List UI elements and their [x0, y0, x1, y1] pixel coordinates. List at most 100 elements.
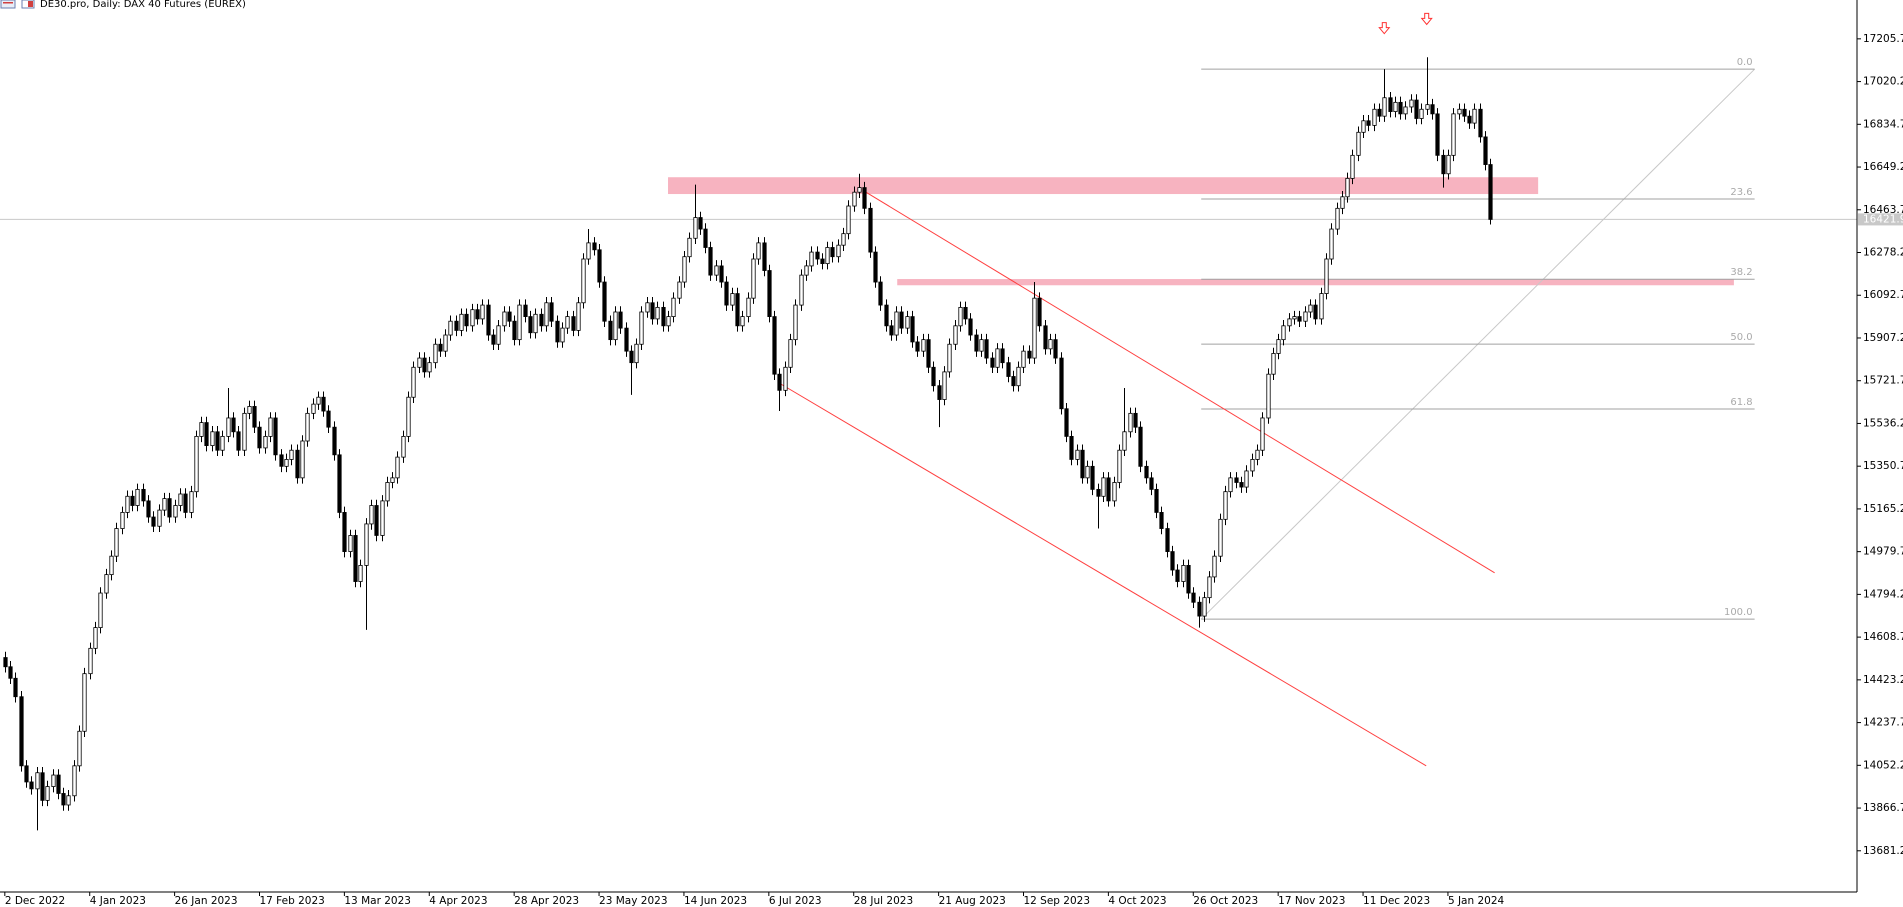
candle-body: [947, 343, 952, 373]
candle-body: [311, 403, 316, 414]
candle-body: [263, 435, 268, 449]
y-tick-label: 13681.2: [1863, 845, 1903, 857]
candle-body: [220, 435, 225, 451]
candle-body: [1212, 555, 1217, 578]
candle-body: [1398, 101, 1403, 115]
candle-body: [385, 482, 390, 502]
candle-body: [316, 396, 321, 405]
candle-body: [910, 316, 915, 343]
signal-arrow: [1378, 22, 1391, 35]
x-tick-label: 4 Apr 2023: [429, 895, 487, 907]
candle-body: [560, 327, 565, 343]
candle-body: [204, 422, 209, 447]
candle-body: [98, 592, 103, 629]
candle-body: [215, 431, 220, 451]
x-tick-label: 17 Feb 2023: [259, 895, 324, 907]
candle-body: [427, 362, 432, 373]
candle-body: [1144, 465, 1149, 479]
candle-body: [979, 339, 984, 352]
candle-body: [868, 207, 873, 253]
candle-body: [1234, 477, 1239, 483]
candle-body: [1329, 228, 1334, 260]
candle-body: [56, 774, 61, 794]
candle-body: [1393, 101, 1398, 112]
candle-body: [735, 293, 740, 327]
candle-body: [13, 677, 18, 698]
candle-body: [61, 793, 66, 806]
candle-body: [1340, 196, 1345, 209]
candle-body: [130, 495, 135, 506]
y-tick-label: 17020.2: [1863, 76, 1903, 88]
candle-body: [507, 311, 512, 322]
x-tick-label: 5 Jan 2024: [1448, 895, 1505, 907]
candle-body: [645, 302, 650, 313]
candle-body: [1059, 357, 1064, 410]
candle-body: [395, 456, 400, 479]
candle-body: [820, 258, 825, 265]
candle-body: [475, 309, 480, 320]
candle-body: [1478, 108, 1483, 138]
candle-body: [512, 320, 517, 341]
candle-body: [1467, 115, 1472, 124]
candle-body: [1409, 99, 1414, 108]
candle-body: [825, 247, 830, 265]
candle-body: [1032, 297, 1037, 359]
x-tick-label: 21 Aug 2023: [939, 895, 1006, 907]
candle-body: [173, 505, 178, 518]
candle-body: [639, 311, 644, 345]
candle-body: [958, 306, 963, 327]
y-tick-label: 14608.7: [1863, 631, 1903, 643]
candle-body: [671, 297, 676, 318]
candle-body: [342, 512, 347, 552]
candle-body: [1271, 353, 1276, 375]
candle-body: [226, 417, 231, 437]
candle-body: [247, 406, 252, 414]
y-tick-label: 14237.7: [1863, 717, 1903, 729]
candle-body: [242, 412, 247, 451]
candle-body: [899, 311, 904, 329]
x-tick-label: 26 Oct 2023: [1193, 895, 1258, 907]
candle-body: [1175, 569, 1180, 582]
candle-body: [788, 339, 793, 368]
candle-body: [1170, 551, 1175, 571]
candle-body: [1037, 297, 1042, 327]
y-tick-label: 14794.2: [1863, 588, 1903, 600]
candle-body: [533, 313, 538, 334]
candle-body: [1297, 316, 1302, 322]
candle-body: [40, 772, 45, 801]
x-tick-label: 13 Mar 2023: [344, 895, 411, 907]
candle-body: [1430, 104, 1435, 115]
candle-body: [496, 325, 501, 345]
y-tick-label: 14423.2: [1863, 674, 1903, 686]
candle-body: [1382, 97, 1387, 117]
y-tick-label: 16834.7: [1863, 118, 1903, 130]
candle-body: [884, 304, 889, 327]
y-tick-label: 16092.7: [1863, 289, 1903, 301]
candle-body: [740, 316, 745, 327]
candle-body: [279, 454, 284, 467]
candle-body: [135, 488, 140, 506]
candle-body: [178, 493, 183, 506]
candle-body: [661, 306, 666, 327]
candle-body: [772, 316, 777, 375]
candle-body: [443, 334, 448, 352]
fib-level-label: 23.6: [1730, 187, 1752, 198]
candle-body: [1250, 459, 1255, 472]
y-tick-label: 16463.7: [1863, 204, 1903, 216]
candle-body: [199, 422, 204, 437]
candle-body: [963, 306, 968, 320]
x-tick-label: 4 Oct 2023: [1108, 895, 1166, 907]
candle-body: [926, 339, 931, 368]
candle-body: [358, 565, 363, 582]
candle-body: [1419, 108, 1424, 119]
candle-body: [1191, 592, 1196, 603]
current-price-box: [1858, 213, 1903, 226]
candle-body: [1122, 431, 1127, 451]
candle-body: [51, 774, 56, 787]
candle-body: [406, 396, 411, 437]
candle-body: [231, 417, 236, 433]
candle-body: [337, 454, 342, 513]
candle-body: [146, 500, 151, 518]
candle-body: [332, 426, 337, 456]
candle-body: [1080, 449, 1085, 479]
